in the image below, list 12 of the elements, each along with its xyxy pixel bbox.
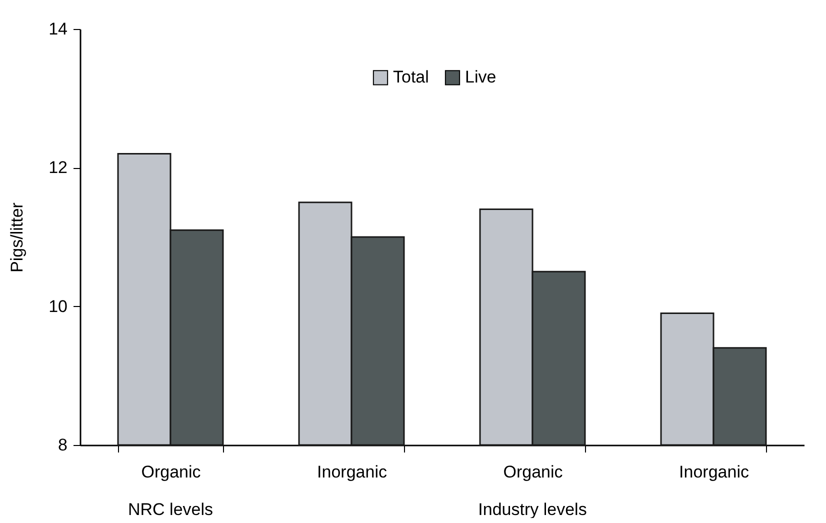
x-tick-label: Inorganic bbox=[679, 462, 750, 482]
x-tick-label: Inorganic bbox=[317, 462, 388, 482]
y-axis-title: Pigs/litter bbox=[8, 202, 27, 272]
y-tick-label: 10 bbox=[48, 296, 68, 316]
y-tick-label: 8 bbox=[58, 436, 68, 454]
y-tick-label: 14 bbox=[48, 20, 68, 38]
legend-label: Live bbox=[465, 68, 496, 87]
x-tick-label: Organic bbox=[503, 462, 564, 482]
legend-label: Total bbox=[393, 68, 429, 87]
x-tick-label: Organic bbox=[141, 462, 202, 482]
text: NRC levels bbox=[128, 500, 214, 519]
y-tick-label: 12 bbox=[48, 158, 68, 178]
